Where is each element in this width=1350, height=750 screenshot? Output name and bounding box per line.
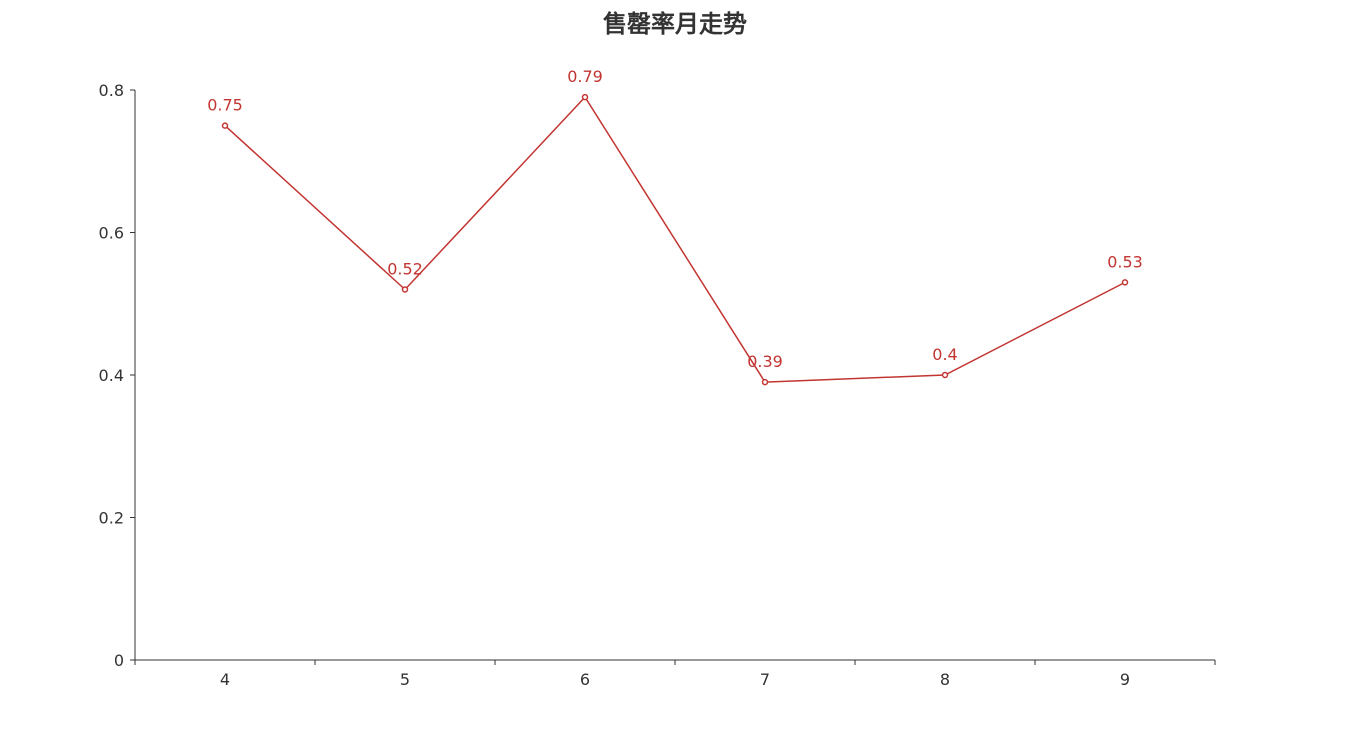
- data-label: 0.53: [1107, 252, 1143, 271]
- y-tick-label: 0: [114, 651, 124, 670]
- data-point[interactable]: [581, 93, 589, 101]
- data-point[interactable]: [1121, 279, 1129, 286]
- data-label: 0.4: [932, 345, 957, 364]
- x-tick-label: 5: [400, 670, 410, 689]
- data-point[interactable]: [221, 122, 229, 129]
- data-point[interactable]: [941, 371, 949, 379]
- data-label: 0.79: [567, 67, 603, 86]
- x-tick-label: 9: [1120, 670, 1130, 689]
- y-tick-label: 0.2: [99, 509, 124, 528]
- y-tick-label: 0.6: [99, 224, 124, 243]
- x-tick-label: 8: [940, 670, 950, 689]
- data-label: 0.75: [207, 96, 243, 115]
- series-line: [224, 95, 1126, 383]
- data-label: 0.52: [387, 260, 423, 279]
- data-point[interactable]: [401, 286, 409, 293]
- chart-title: 售罄率月走势: [603, 10, 747, 38]
- y-tick-label: 0.4: [99, 366, 124, 385]
- data-point[interactable]: [761, 378, 769, 386]
- x-tick-label: 4: [220, 670, 230, 689]
- data-label: 0.39: [747, 352, 783, 371]
- axes: 0 0.2 0.4 0.6 0.8 4 5 6 7 8 9: [99, 81, 1216, 689]
- data-labels: 0.75 0.52 0.79 0.39 0.4 0.53: [207, 67, 1143, 371]
- y-tick-label: 0.8: [99, 81, 124, 100]
- x-tick-label: 7: [760, 670, 770, 689]
- x-tick-label: 6: [580, 670, 590, 689]
- series-layer: [221, 93, 1129, 386]
